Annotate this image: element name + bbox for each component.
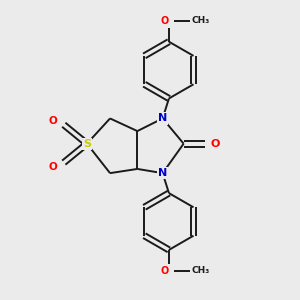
Text: N: N (158, 113, 167, 124)
Text: O: O (160, 16, 169, 26)
Text: CH₃: CH₃ (191, 16, 210, 25)
Text: O: O (49, 162, 58, 172)
Text: N: N (158, 168, 167, 178)
Text: O: O (160, 266, 169, 276)
Text: S: S (83, 139, 91, 149)
Text: CH₃: CH₃ (191, 266, 210, 275)
Text: O: O (211, 139, 220, 149)
Text: O: O (49, 116, 58, 126)
